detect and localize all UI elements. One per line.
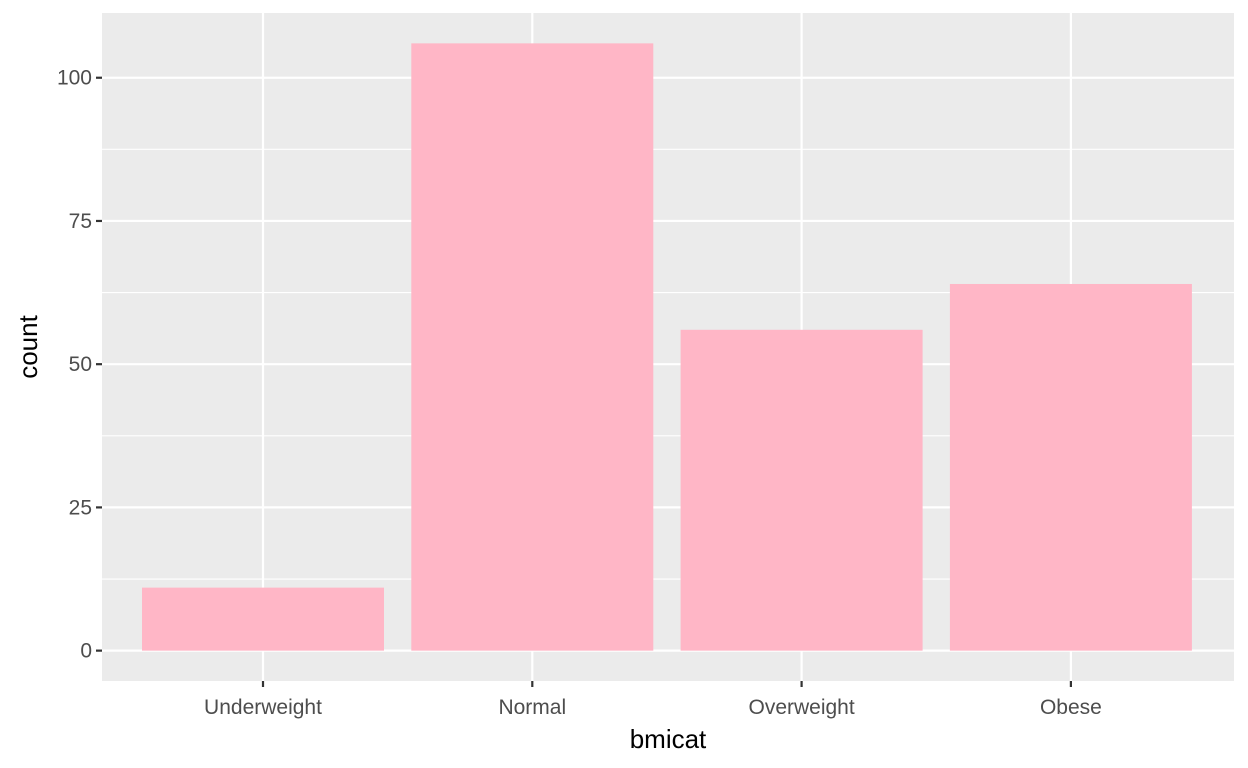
x-tick-label: Obese <box>1040 696 1102 719</box>
x-tick-label: Overweight <box>748 696 854 719</box>
y-tick-label: 0 <box>80 640 92 663</box>
bar-underweight <box>142 587 384 651</box>
y-tick-label: 50 <box>69 353 92 376</box>
x-tick-label: Underweight <box>204 696 322 719</box>
y-axis-title: count <box>13 314 43 378</box>
bar-obese <box>949 283 1192 651</box>
x-tick-label: Normal <box>498 696 566 719</box>
y-tick-label: 100 <box>57 67 92 90</box>
bar-overweight <box>680 329 923 651</box>
y-tick-label: 75 <box>69 210 92 233</box>
bars <box>142 43 1192 651</box>
y-tick-label: 25 <box>69 496 92 519</box>
axes: 0 25 50 75 100 Underweight Normal Overweight Obe… <box>57 67 1102 719</box>
bar-normal <box>411 43 654 651</box>
x-axis-title: bmicat <box>630 724 707 754</box>
